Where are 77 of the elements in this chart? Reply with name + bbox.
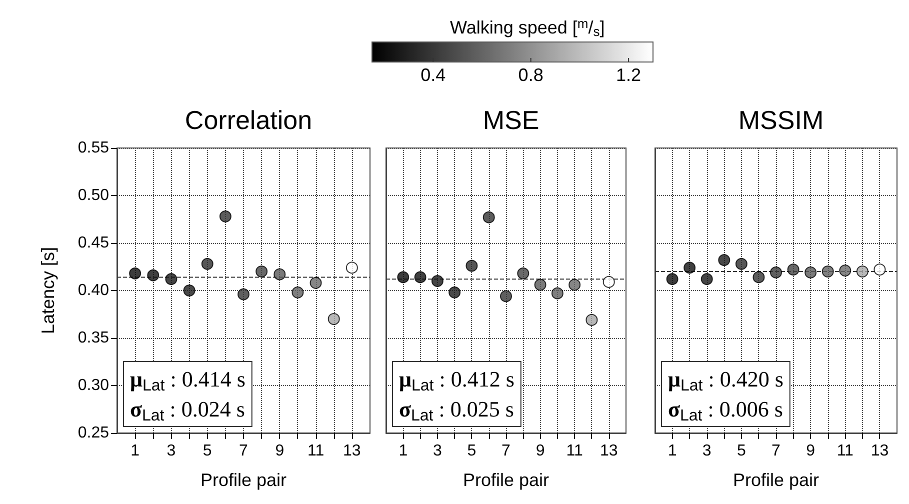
point: [310, 276, 322, 289]
point: [804, 266, 817, 278]
point: [684, 262, 696, 274]
point: [500, 290, 512, 302]
point: [568, 278, 581, 291]
x-axis-title: Profile pair: [200, 470, 287, 490]
point: [770, 266, 782, 278]
point: [822, 266, 834, 278]
x-tick-label: 5: [202, 442, 212, 460]
x-tick-label: 3: [702, 442, 712, 460]
x-tick-label: 7: [502, 442, 511, 460]
y-tick-label: 0.40: [78, 282, 110, 299]
y-tick-label: 0.25: [78, 424, 110, 442]
point: [856, 266, 868, 278]
x-axis-title: Profile pair: [732, 470, 820, 490]
point: [602, 276, 615, 288]
point: [274, 268, 286, 280]
point: [256, 266, 268, 278]
x-tick-label: 7: [239, 442, 248, 460]
point: [414, 271, 426, 284]
y-tick-label: 0.50: [78, 187, 110, 204]
point: [448, 286, 461, 298]
point: [787, 264, 800, 276]
x-tick-label: 13: [343, 442, 361, 460]
point: [346, 262, 358, 274]
color-bar-label: 0.4: [420, 65, 446, 85]
point: [219, 210, 232, 222]
color-bar-label: 1.2: [616, 65, 642, 85]
y-tick-label: 0.35: [78, 330, 110, 346]
point: [534, 278, 546, 291]
point: [466, 260, 478, 272]
point: [666, 273, 678, 286]
point: [482, 211, 495, 224]
point: [551, 287, 564, 300]
point: [201, 258, 214, 270]
x-tick-label: 5: [467, 442, 476, 460]
x-tick-label: 1: [668, 442, 677, 460]
x-tick-label: 13: [870, 442, 889, 460]
point: [735, 258, 748, 270]
y-tick-label: 0.45: [78, 234, 110, 252]
point: [397, 271, 410, 284]
point: [586, 314, 598, 326]
chart-title: Correlation: [184, 105, 312, 135]
point: [165, 273, 178, 286]
point: [431, 275, 444, 287]
point: [839, 264, 852, 277]
x-tick-label: 5: [736, 442, 746, 460]
y-tick-label: 0.30: [78, 377, 110, 394]
point: [517, 267, 530, 280]
chart-title: MSE: [482, 105, 540, 135]
point: [700, 273, 713, 286]
point: [129, 267, 142, 280]
point: [874, 264, 886, 276]
x-axis-title: Profile pair: [462, 470, 550, 490]
color-bar-label: 0.8: [518, 65, 544, 85]
x-tick-label: 1: [130, 442, 140, 460]
x-tick-label: 11: [836, 442, 854, 460]
y-tick-label: 0.55: [78, 140, 110, 156]
x-tick-label: 3: [166, 442, 176, 460]
x-tick-label: 9: [536, 442, 545, 460]
point: [147, 269, 160, 282]
x-tick-label: 11: [307, 442, 324, 460]
point: [292, 286, 304, 298]
point: [238, 288, 250, 300]
y-axis-title: Latency [s]: [38, 246, 58, 334]
x-tick-label: 3: [432, 442, 442, 460]
x-tick-label: 7: [772, 442, 781, 460]
point: [752, 271, 765, 284]
x-tick-label: 11: [566, 442, 583, 460]
point: [718, 254, 730, 266]
chart-title: MSSIM: [738, 105, 824, 135]
x-tick-label: 1: [398, 442, 408, 460]
point: [183, 284, 196, 296]
point: [328, 313, 340, 325]
x-tick-label: 13: [600, 442, 618, 460]
x-tick-label: 9: [275, 442, 284, 460]
x-tick-label: 9: [806, 442, 816, 460]
